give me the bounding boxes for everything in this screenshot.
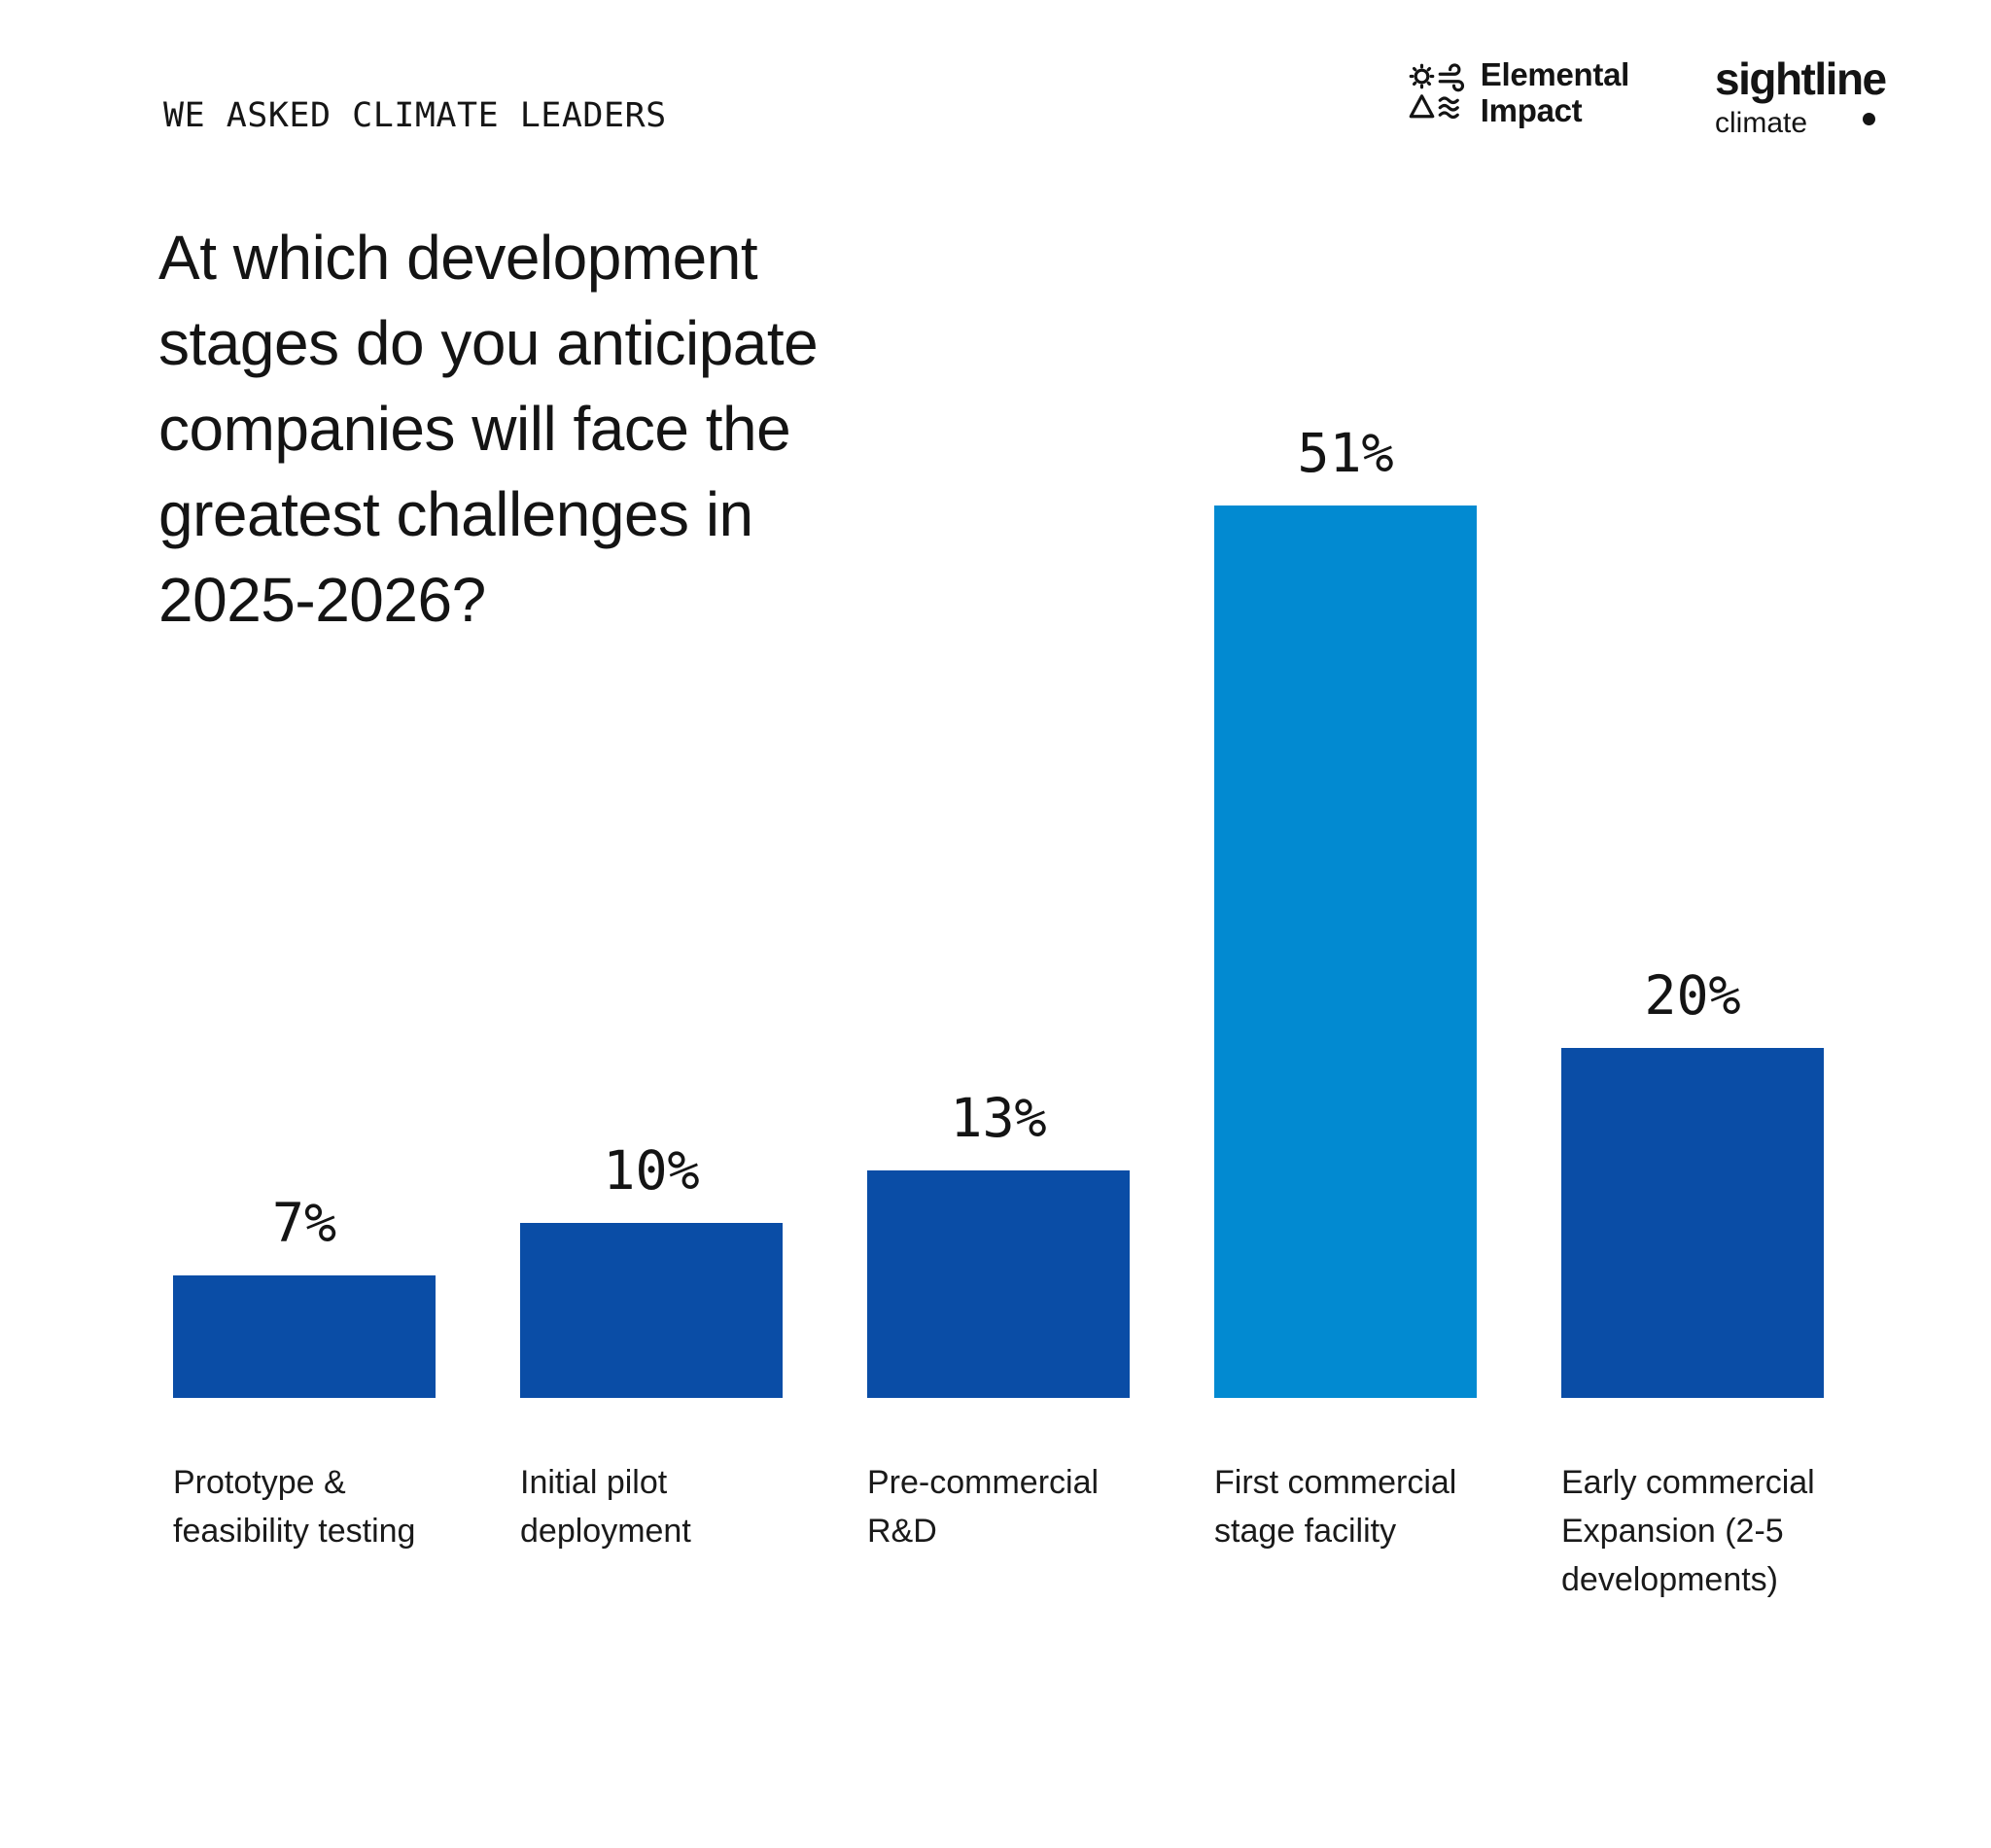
bar-column: 13% — [867, 1092, 1130, 1398]
bar — [173, 1275, 436, 1398]
bar — [520, 1223, 783, 1398]
sightline-wordmark: sightline — [1715, 53, 1887, 104]
sightline-dot — [1863, 113, 1875, 125]
category-label-text: Early commercial Expansion (2-5 developm… — [1561, 1464, 1815, 1598]
category-label: Initial pilot deployment — [520, 1458, 783, 1604]
category-label: Early commercial Expansion (2-5 developm… — [1561, 1458, 1824, 1604]
category-label: Pre-commercial R&D — [867, 1458, 1130, 1604]
category-label-text: Initial pilot deployment — [520, 1464, 691, 1550]
bar-value-label: 13% — [950, 1087, 1047, 1149]
elemental-impact-icon — [1409, 63, 1467, 122]
elemental-impact-name-line1: Elemental — [1480, 56, 1630, 92]
page-title: At which development stages do you antic… — [158, 222, 819, 635]
elemental-impact-logo: Elemental Impact — [1409, 56, 1629, 128]
bar — [1561, 1048, 1824, 1398]
bar-value-label: 20% — [1644, 964, 1741, 1027]
sightline-climate-logo: sightline climate — [1715, 56, 1909, 144]
sightline-subtext: climate — [1715, 107, 1808, 139]
category-label: Prototype & feasibility testing — [173, 1458, 436, 1604]
bar-value-label: 51% — [1297, 422, 1394, 484]
bar-column: 10% — [520, 1144, 783, 1398]
category-label: First commercial stage facility — [1214, 1458, 1477, 1604]
bar-highlighted — [1214, 506, 1477, 1398]
bar-value-label: 7% — [271, 1192, 337, 1254]
category-label-row: Prototype & feasibility testing Initial p… — [173, 1458, 1824, 1604]
bar-value-label: 10% — [603, 1139, 700, 1202]
eyebrow-text: WE ASKED CLIMATE LEADERS — [163, 96, 667, 135]
category-label-text: First commercial stage facility — [1214, 1464, 1457, 1550]
bar-column: 20% — [1561, 969, 1824, 1398]
logo-row: Elemental Impact sightline climate — [1409, 56, 1909, 144]
bar-column: 7% — [173, 1197, 436, 1398]
bar — [867, 1170, 1130, 1398]
bar-chart: 7% 10% 13% 51% 20% — [173, 427, 1824, 1398]
category-label-text: Prototype & feasibility testing — [173, 1464, 416, 1550]
bar-column: 51% — [1214, 427, 1477, 1398]
elemental-impact-name-line2: Impact — [1480, 92, 1583, 128]
category-label-text: Pre-commercial R&D — [867, 1464, 1100, 1550]
